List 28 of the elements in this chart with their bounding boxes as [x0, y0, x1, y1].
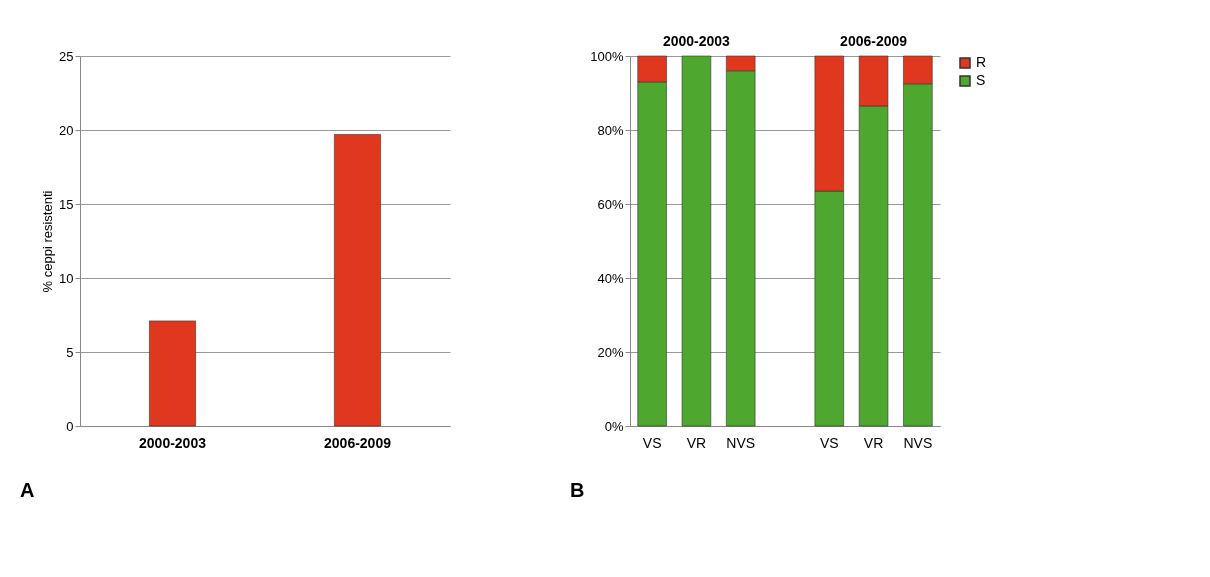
y-tick-label: 10 [59, 270, 74, 286]
x-tick-label: NVS [726, 434, 756, 451]
text: B [570, 479, 585, 501]
x-tick-label: VS [642, 434, 662, 451]
x-tick-label: 2006-2009 [324, 434, 392, 451]
x-tick-label: NVS [903, 434, 933, 451]
bar [681, 55, 712, 427]
legend-label: R [976, 54, 987, 70]
y-axis-title: % ceppi resistenti [40, 190, 56, 293]
y-tick-label: 60% [597, 196, 624, 212]
y-tick-label: 5 [66, 344, 74, 360]
y-tick-label: 0 [66, 418, 74, 434]
text: A [20, 479, 35, 501]
y-tick-label: 0% [604, 418, 624, 434]
text: 2006-2009 [840, 33, 908, 49]
x-tick-label: VR [863, 434, 884, 451]
y-tick-label: 15 [59, 196, 74, 212]
y-tick-label: 100% [590, 48, 624, 64]
y-tick-label: 80% [597, 122, 624, 138]
y-tick-label: 20 [59, 122, 74, 138]
legend-label: S [976, 72, 986, 88]
x-tick-label: VR [686, 434, 707, 451]
y-tick-label: 40% [597, 270, 624, 286]
y-tick-label: 25 [59, 48, 74, 64]
text: 2000-2003 [662, 33, 731, 49]
x-tick-label: 2000-2003 [139, 434, 207, 451]
y-tick-label: 20% [597, 344, 624, 360]
x-tick-label: VS [819, 434, 839, 451]
